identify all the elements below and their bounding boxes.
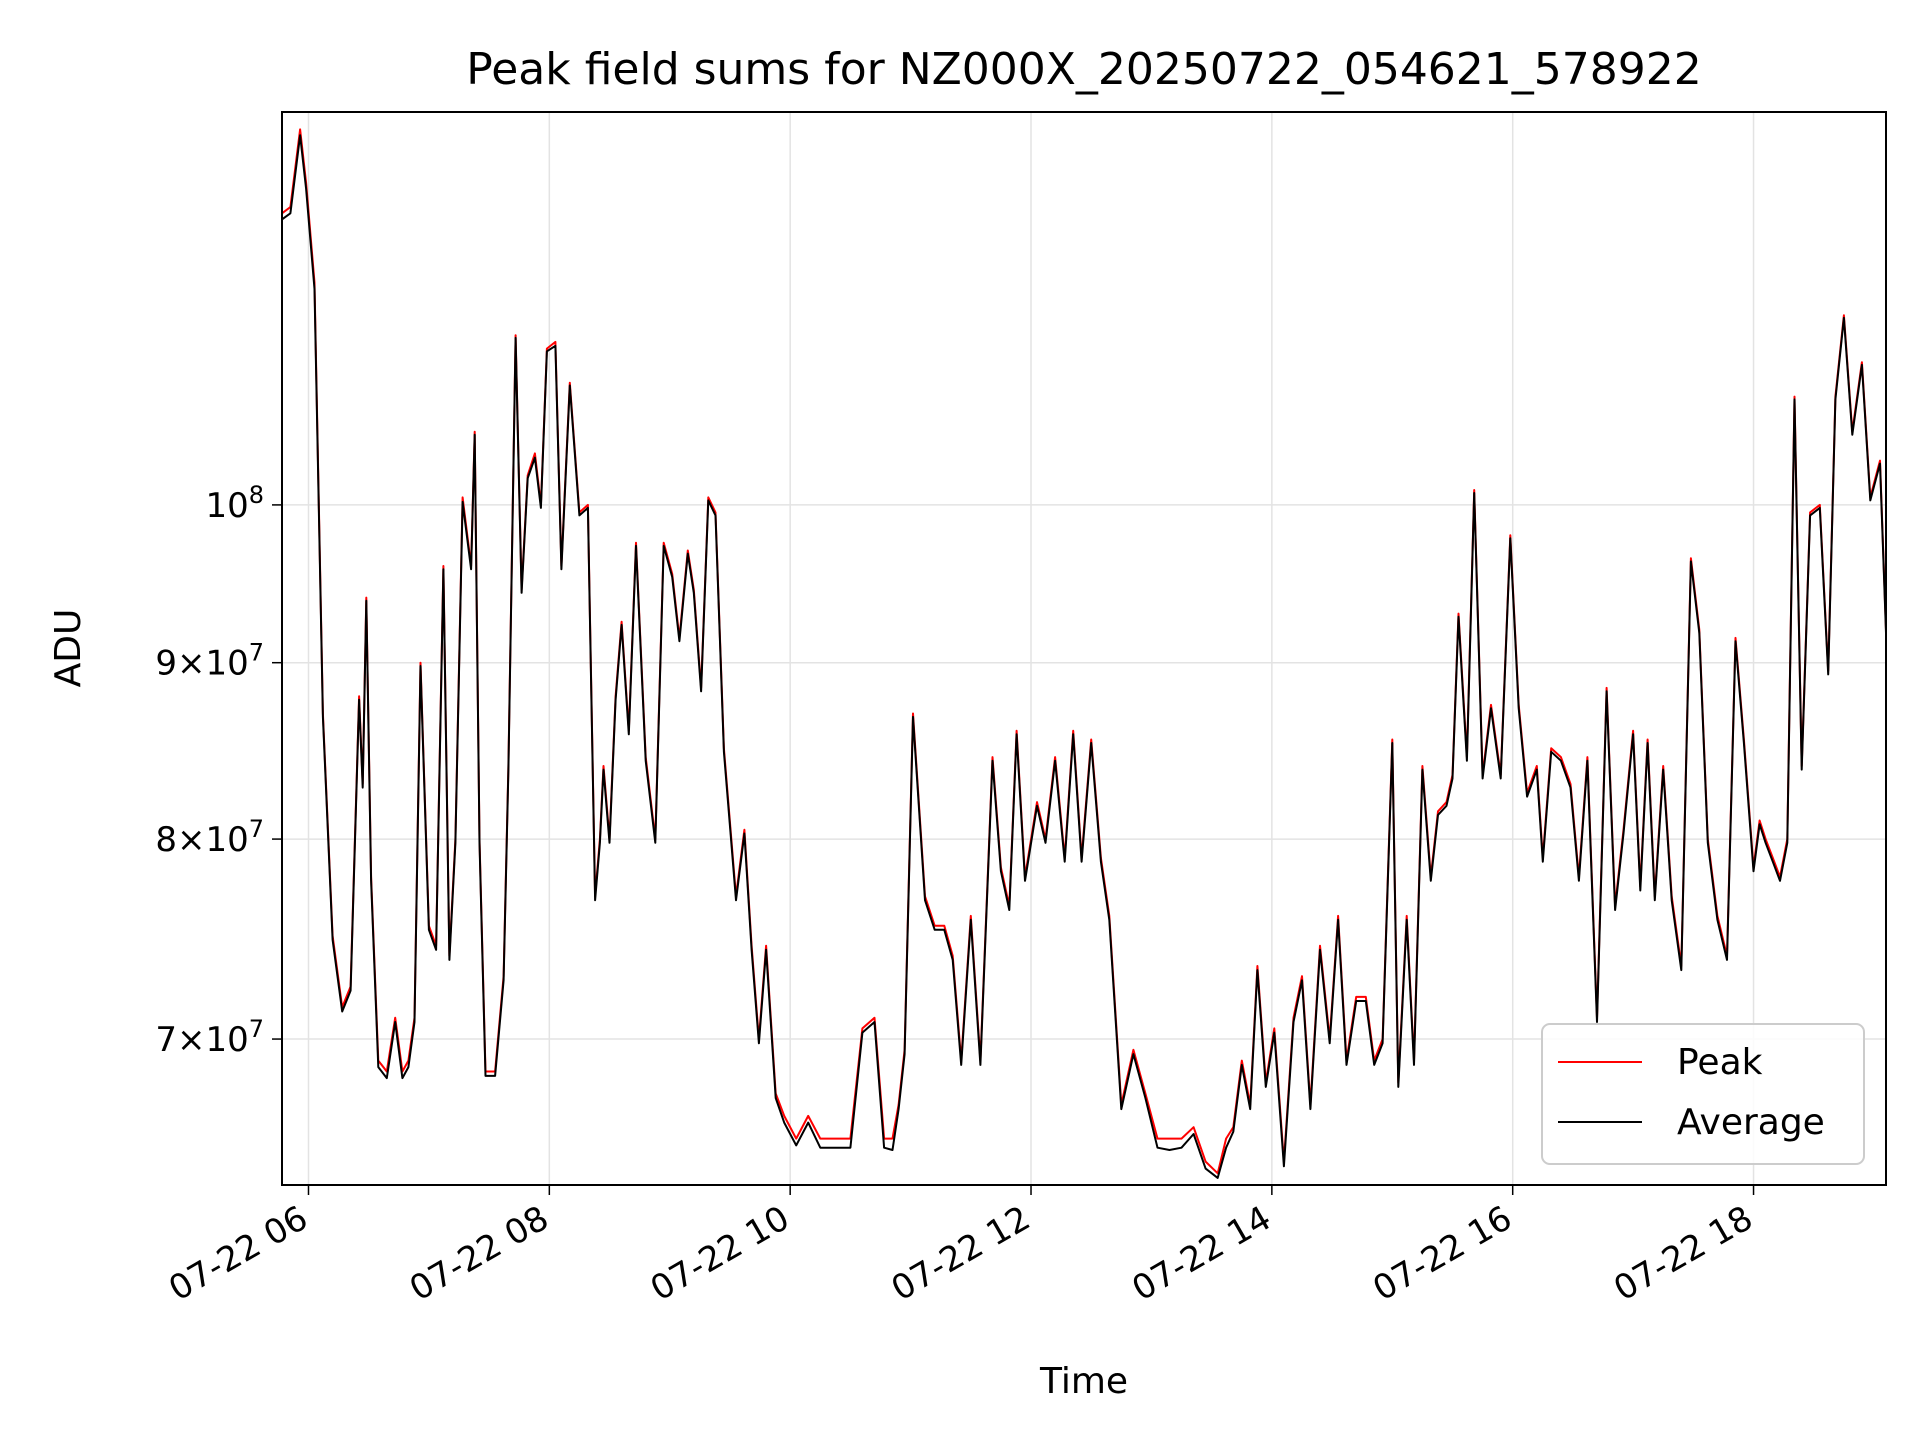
y-tick-exponent: 7: [249, 639, 264, 667]
y-tick-label: 9×107: [155, 639, 264, 684]
y-tick-exponent: 7: [249, 1015, 264, 1043]
plot-frame: [281, 111, 1887, 1186]
legend-peak-label: Peak: [1677, 1042, 1763, 1083]
legend-average-label: Average: [1677, 1102, 1825, 1143]
y-tick-exponent: 8: [249, 481, 264, 509]
x-axis-label: Time: [1039, 1361, 1128, 1402]
y-tick-exponent: 7: [249, 815, 264, 843]
legend: Peak Average: [1541, 1023, 1865, 1165]
series-average-line: [282, 134, 1886, 1179]
y-axis-label: ADU: [48, 609, 89, 688]
series-lines: [282, 128, 1886, 1179]
legend-box: [1541, 1023, 1865, 1165]
y-tick-label: 7×107: [155, 1015, 264, 1060]
grid: [282, 112, 1886, 1185]
y-tick-label: 8×107: [155, 815, 264, 860]
chart-title: Peak field sums for NZ000X_20250722_0546…: [466, 44, 1702, 95]
